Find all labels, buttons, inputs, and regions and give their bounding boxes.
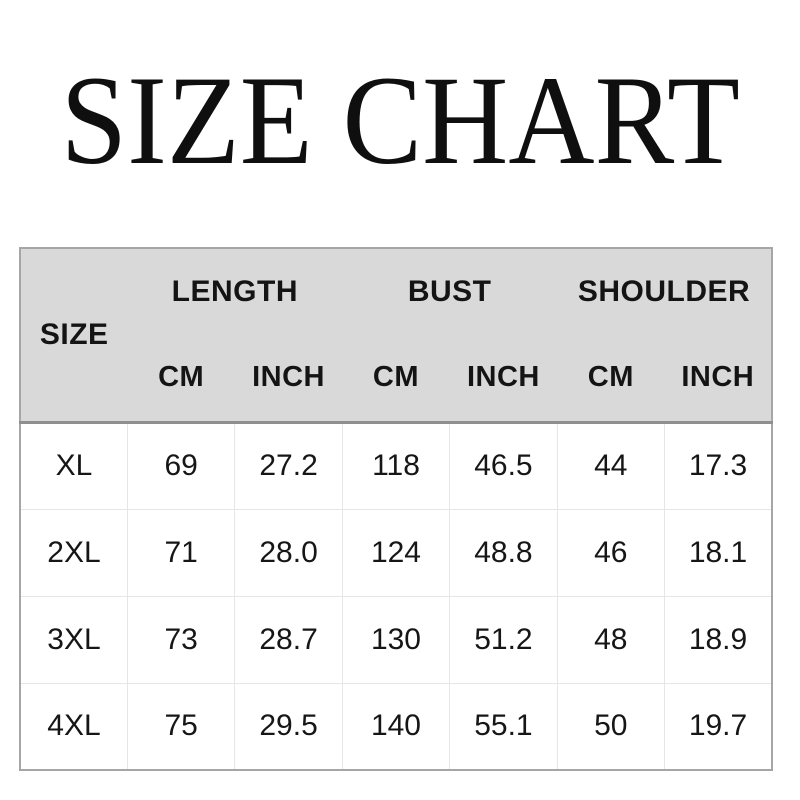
cell-length-cm: 73 — [126, 595, 236, 684]
header-length-cm: CM — [127, 335, 235, 424]
table-row-xl: XL 69 27.2 118 46.5 44 17.3 — [20, 422, 772, 510]
row-size-label: 2XL — [20, 508, 128, 597]
row-size-label: XL — [20, 422, 128, 510]
table-row-3xl: 3XL 73 28.7 130 51.2 48 18.9 — [20, 595, 772, 684]
cell-shoulder-inch: 18.1 — [664, 508, 772, 597]
cell-length-inch: 27.2 — [234, 422, 343, 510]
cell-length-inch: 28.0 — [234, 508, 343, 597]
cell-shoulder-cm: 50 — [556, 682, 666, 770]
cell-shoulder-inch: 18.9 — [664, 595, 772, 684]
cell-bust-cm: 140 — [341, 682, 451, 770]
cell-shoulder-inch: 17.3 — [664, 422, 772, 510]
cell-bust-inch: 55.1 — [449, 682, 558, 770]
cell-bust-cm: 124 — [341, 508, 451, 597]
page-title: SIZE CHART — [0, 58, 800, 185]
cell-bust-inch: 51.2 — [449, 595, 558, 684]
header-size: SIZE — [20, 248, 128, 424]
header-length-inch: INCH — [234, 335, 343, 424]
header-group-row: SIZE LENGTH BUST SHOULDER — [20, 248, 772, 424]
cell-length-cm: 71 — [126, 508, 236, 597]
cell-bust-cm: 118 — [341, 422, 451, 510]
cell-shoulder-cm: 44 — [556, 422, 666, 510]
cell-bust-inch: 46.5 — [449, 422, 558, 510]
header-bust-inch: INCH — [449, 335, 558, 424]
cell-length-cm: 75 — [126, 682, 236, 770]
cell-shoulder-inch: 19.7 — [664, 682, 772, 770]
size-chart-table: SIZE LENGTH BUST SHOULDER CM INCH CM INC… — [19, 247, 773, 771]
header-group-shoulder: SHOULDER — [557, 248, 772, 335]
cell-length-inch: 28.7 — [234, 595, 343, 684]
header-group-length: LENGTH — [127, 248, 343, 335]
header-group-bust: BUST — [342, 248, 558, 335]
row-size-label: 4XL — [20, 682, 128, 770]
header-unit-row: CM INCH CM INCH CM INCH — [20, 335, 772, 424]
cell-length-inch: 29.5 — [234, 682, 343, 770]
header-shoulder-cm: CM — [557, 335, 665, 424]
header-shoulder-inch: INCH — [664, 335, 772, 424]
cell-bust-cm: 130 — [341, 595, 451, 684]
table-header: SIZE LENGTH BUST SHOULDER CM INCH CM INC… — [20, 248, 772, 424]
page-title-text: SIZE CHART — [60, 51, 740, 191]
table-row-2xl: 2XL 71 28.0 124 48.8 46 18.1 — [20, 508, 772, 597]
cell-bust-inch: 48.8 — [449, 508, 558, 597]
cell-length-cm: 69 — [126, 422, 236, 510]
row-size-label: 3XL — [20, 595, 128, 684]
cell-shoulder-cm: 48 — [556, 595, 666, 684]
table-row-4xl: 4XL 75 29.5 140 55.1 50 19.7 — [20, 682, 772, 770]
table-body: XL 69 27.2 118 46.5 44 17.3 2XL 71 28.0 … — [20, 422, 772, 770]
header-bust-cm: CM — [342, 335, 450, 424]
cell-shoulder-cm: 46 — [556, 508, 666, 597]
